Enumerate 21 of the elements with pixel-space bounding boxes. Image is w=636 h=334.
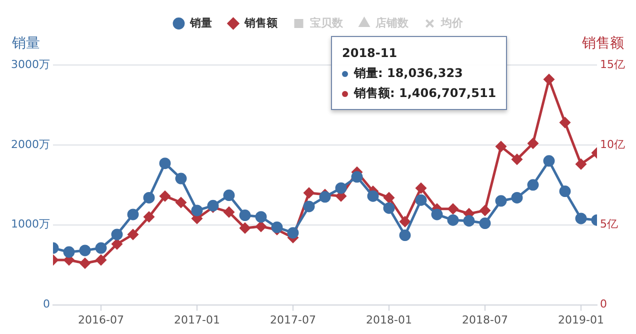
x-tick-label: 2018-01 bbox=[366, 313, 412, 326]
annotation: 销量: 18,036,323 bbox=[354, 66, 463, 80]
y-tick-label: 2000万 bbox=[10, 138, 50, 151]
y-tick-label: 3000万 bbox=[10, 58, 50, 71]
annotation: 销售额: 1,406,707,511 bbox=[354, 86, 496, 100]
y2-tick-label: 10亿 bbox=[600, 138, 626, 151]
y-tick-label: 1000万 bbox=[10, 218, 50, 231]
y2-axis-title: 销售额 bbox=[581, 36, 624, 52]
y-tick-label: 0 bbox=[42, 298, 50, 311]
legend-label: 销售额 bbox=[243, 16, 278, 30]
y2-tick-label: 15亿 bbox=[600, 58, 626, 71]
x-tick-label: 2018-07 bbox=[462, 313, 508, 326]
x-tick-label: 2017-01 bbox=[174, 313, 220, 326]
tooltip-panel: 2018-11 销量: 18,036,323 销售额: 1,406,707,511 bbox=[331, 36, 508, 110]
x-tick-label: 2019-01 bbox=[558, 313, 604, 326]
y2-tick-label: 5亿 bbox=[600, 218, 618, 231]
x-tick-label: 2017-07 bbox=[270, 313, 316, 326]
legend-label: 销量 bbox=[188, 16, 212, 30]
y-axis-title: 销量 bbox=[11, 36, 40, 52]
x-tick-label: 2016-07 bbox=[78, 313, 124, 326]
y2-tick-label: 0 bbox=[600, 298, 608, 311]
